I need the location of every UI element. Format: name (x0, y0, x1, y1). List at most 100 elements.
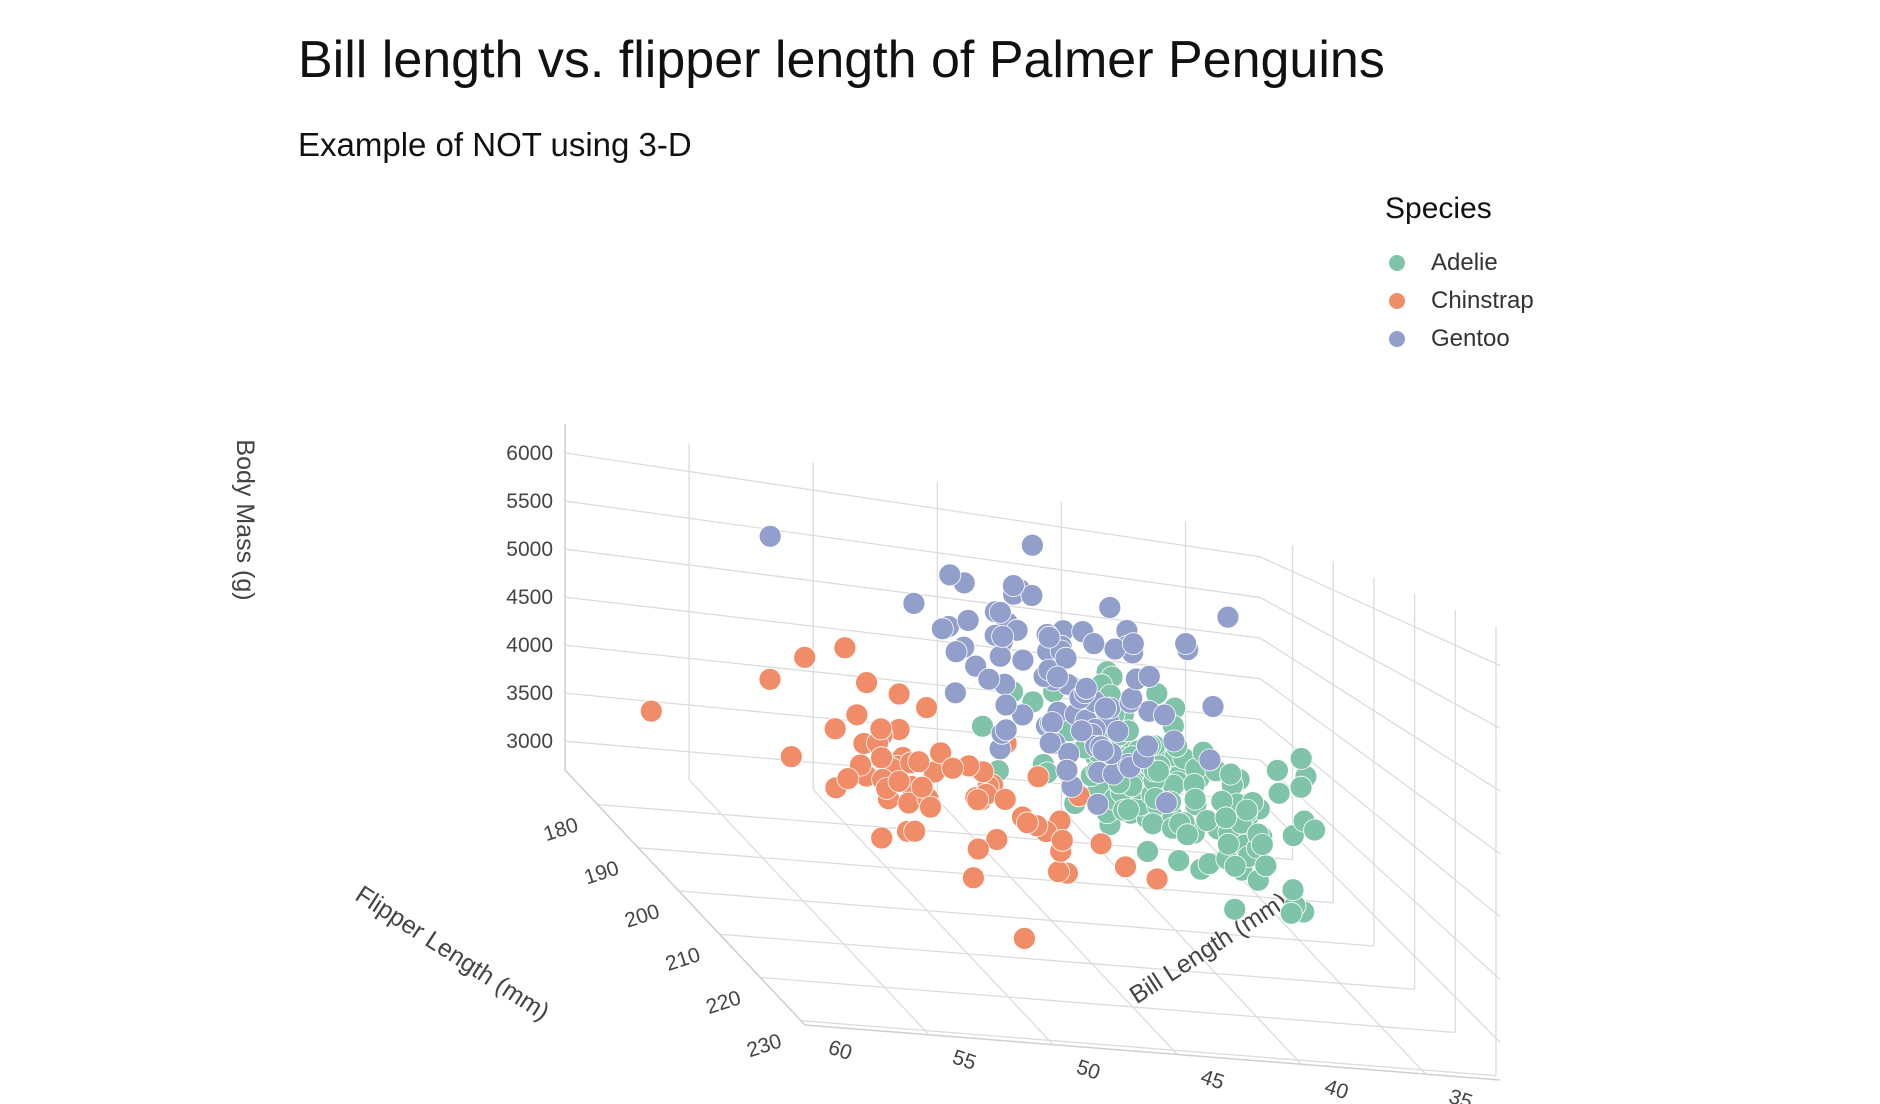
data-point-chinstrap[interactable] (870, 746, 893, 770)
data-point-gentoo[interactable] (1038, 731, 1062, 755)
data-point-chinstrap[interactable] (887, 770, 911, 793)
data-point-adelie[interactable] (1147, 759, 1170, 783)
data-point-chinstrap[interactable] (919, 795, 942, 819)
data-point-chinstrap[interactable] (915, 696, 938, 719)
legend-item-adelie[interactable]: Adelie (1385, 244, 1534, 282)
data-point-gentoo[interactable] (1054, 646, 1078, 670)
data-point-gentoo[interactable] (944, 640, 968, 664)
data-point-gentoo[interactable] (931, 617, 954, 641)
data-point-gentoo[interactable] (1120, 686, 1144, 710)
data-point-chinstrap[interactable] (1026, 765, 1050, 789)
data-point-adelie[interactable] (971, 714, 994, 738)
data-point-gentoo[interactable] (1091, 739, 1115, 762)
data-point-chinstrap[interactable] (887, 682, 911, 706)
data-point-gentoo[interactable] (1198, 748, 1222, 772)
data-point-gentoo[interactable] (758, 524, 782, 548)
data-point-chinstrap[interactable] (1114, 855, 1137, 879)
data-point-gentoo[interactable] (994, 718, 1018, 742)
data-point-chinstrap[interactable] (941, 756, 964, 780)
data-point-adelie[interactable] (1279, 901, 1303, 925)
data-point-chinstrap[interactable] (1145, 867, 1169, 891)
data-point-chinstrap[interactable] (1016, 811, 1039, 835)
data-point-chinstrap[interactable] (855, 671, 878, 694)
data-point-gentoo[interactable] (944, 681, 967, 705)
data-point-gentoo[interactable] (1002, 574, 1025, 597)
data-point-adelie[interactable] (1117, 798, 1140, 821)
data-point-adelie[interactable] (1223, 897, 1247, 921)
data-point-gentoo[interactable] (1055, 758, 1079, 782)
data-point-gentoo[interactable] (1011, 648, 1035, 672)
data-point-gentoo[interactable] (1094, 696, 1117, 720)
data-point-gentoo[interactable] (1162, 729, 1186, 753)
data-point-gentoo[interactable] (938, 563, 962, 587)
data-point-adelie[interactable] (1254, 854, 1278, 878)
data-point-gentoo[interactable] (1021, 533, 1044, 557)
data-point-gentoo[interactable] (1137, 665, 1161, 688)
data-point-chinstrap[interactable] (823, 717, 847, 741)
data-point-chinstrap[interactable] (869, 717, 893, 741)
data-point-gentoo[interactable] (1121, 632, 1145, 656)
data-point-chinstrap[interactable] (845, 703, 869, 727)
data-point-chinstrap[interactable] (1013, 927, 1036, 950)
data-point-adelie[interactable] (1235, 798, 1259, 822)
data-point-gentoo[interactable] (1136, 734, 1159, 758)
legend-item-chinstrap[interactable]: Chinstrap (1385, 282, 1534, 320)
data-point-gentoo[interactable] (1020, 584, 1044, 607)
data-point-chinstrap[interactable] (870, 826, 894, 850)
data-point-chinstrap[interactable] (1089, 832, 1113, 856)
data-point-gentoo[interactable] (1082, 632, 1106, 655)
data-point-chinstrap[interactable] (639, 699, 663, 723)
data-point-adelie[interactable] (1216, 832, 1240, 856)
data-point-adelie[interactable] (1141, 812, 1165, 836)
data-point-adelie[interactable] (1136, 840, 1159, 863)
data-point-gentoo[interactable] (1098, 596, 1122, 619)
data-point-gentoo[interactable] (988, 644, 1012, 668)
data-point-chinstrap[interactable] (907, 750, 931, 774)
data-point-adelie[interactable] (1223, 854, 1247, 878)
data-point-gentoo[interactable] (1153, 703, 1176, 727)
data-point-adelie[interactable] (1219, 762, 1242, 786)
data-point-chinstrap[interactable] (833, 636, 857, 660)
data-point-gentoo[interactable] (1155, 791, 1178, 815)
data-point-chinstrap[interactable] (993, 788, 1017, 811)
data-point-adelie[interactable] (1250, 833, 1274, 856)
data-point-chinstrap[interactable] (1050, 828, 1074, 852)
data-point-adelie[interactable] (1175, 823, 1199, 847)
data-point-adelie[interactable] (1281, 878, 1305, 902)
data-point-gentoo[interactable] (977, 667, 1001, 691)
data-point-gentoo[interactable] (1070, 719, 1093, 743)
data-point-gentoo[interactable] (1216, 605, 1240, 629)
data-point-gentoo[interactable] (956, 609, 980, 632)
data-point-gentoo[interactable] (1174, 632, 1198, 655)
data-point-gentoo[interactable] (1201, 695, 1225, 718)
data-point-chinstrap[interactable] (910, 775, 934, 799)
data-point-gentoo[interactable] (1037, 625, 1061, 649)
data-point-chinstrap[interactable] (966, 788, 990, 812)
data-points-layer[interactable] (639, 524, 1326, 950)
data-point-gentoo[interactable] (1074, 677, 1098, 700)
data-point-gentoo[interactable] (994, 693, 1018, 717)
data-point-chinstrap[interactable] (1047, 860, 1070, 884)
data-point-adelie[interactable] (1266, 759, 1289, 782)
data-point-adelie[interactable] (1214, 806, 1238, 830)
data-point-adelie[interactable] (1267, 781, 1291, 805)
data-point-chinstrap[interactable] (966, 837, 990, 861)
data-point-chinstrap[interactable] (836, 767, 860, 790)
data-point-gentoo[interactable] (1086, 792, 1110, 816)
data-point-chinstrap[interactable] (929, 741, 952, 765)
data-point-adelie[interactable] (1303, 818, 1326, 842)
data-point-adelie[interactable] (1167, 849, 1191, 872)
data-point-chinstrap[interactable] (985, 828, 1009, 851)
data-point-adelie[interactable] (1195, 809, 1219, 832)
data-point-gentoo[interactable] (1040, 711, 1064, 734)
data-point-chinstrap[interactable] (962, 866, 985, 890)
data-point-adelie[interactable] (1183, 787, 1207, 811)
data-point-adelie[interactable] (1289, 747, 1313, 770)
data-point-gentoo[interactable] (902, 592, 926, 615)
data-point-gentoo[interactable] (991, 625, 1014, 648)
data-point-chinstrap[interactable] (903, 819, 927, 843)
legend-item-gentoo[interactable]: Gentoo (1385, 320, 1534, 358)
data-point-chinstrap[interactable] (758, 668, 782, 691)
data-point-chinstrap[interactable] (793, 646, 817, 669)
